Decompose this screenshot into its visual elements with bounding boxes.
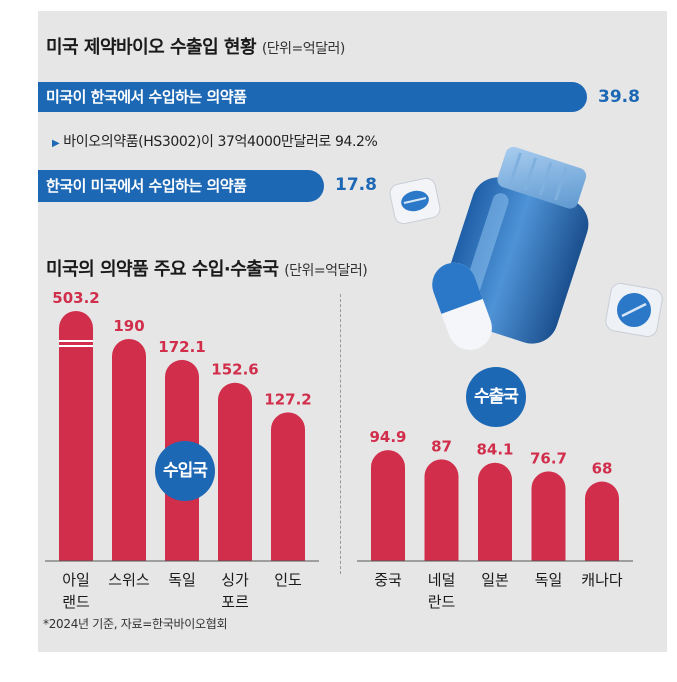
category-label-import-0-0: 아일 — [62, 571, 90, 589]
main-title: 미국 제약바이오 수출입 현황 (단위=억달러) — [46, 33, 345, 59]
tablet-left-icon — [389, 177, 441, 225]
section-title-text: 미국의 의약품 주요 수입·수출국 — [46, 259, 279, 280]
chart-divider — [340, 294, 341, 574]
value-label-export-0: 94.9 — [369, 428, 406, 446]
import-from-korea-label: 미국이 한국에서 수입하는 의약품 — [46, 88, 247, 106]
category-label-import-1-0: 스위스 — [108, 571, 150, 589]
category-label-export-0-0: 중국 — [374, 571, 402, 589]
export-countries-badge: 수출국 — [466, 367, 526, 427]
bar-export-0 — [371, 450, 405, 561]
value-label-export-1: 87 — [431, 437, 452, 455]
category-label-export-2-0: 일본 — [481, 571, 509, 589]
export-to-korea-bar: 한국이 미국에서 수입하는 의약품 — [38, 170, 324, 202]
infographic-panel: 미국 제약바이오 수출입 현황 (단위=억달러) 미국이 한국에서 수입하는 의… — [38, 11, 667, 652]
value-label-import-4: 127.2 — [264, 390, 311, 408]
main-title-text: 미국 제약바이오 수출입 현황 — [46, 37, 257, 58]
category-label-export-1-0: 네덜 — [428, 571, 456, 589]
category-label-export-1-1: 란드 — [428, 593, 456, 611]
source-note: *2024년 기준, 자료=한국바이오협회 — [43, 617, 228, 631]
bio-note-text: 바이오의약품(HS3002)이 37억4000만달러로 94.2% — [63, 134, 378, 150]
section-title-unit: (단위=억달러) — [284, 263, 368, 279]
category-label-import-3-1: 포르 — [221, 593, 249, 611]
export-to-korea-label: 한국이 미국에서 수입하는 의약품 — [46, 177, 247, 195]
value-label-import-3: 152.6 — [211, 361, 258, 379]
value-label-export-4: 68 — [592, 460, 613, 478]
category-label-export-3-0: 독일 — [535, 571, 563, 589]
import-countries-badge: 수입국 — [155, 441, 215, 501]
import-from-korea-bar: 미국이 한국에서 수입하는 의약품 — [38, 82, 587, 112]
value-label-export-3: 76.7 — [530, 449, 567, 467]
bar-export-4 — [585, 481, 619, 561]
bar-import-3 — [218, 382, 252, 561]
category-label-import-3-0: 싱가 — [221, 571, 249, 589]
bar-import-0 — [59, 311, 93, 561]
bar-export-2 — [478, 462, 512, 561]
bar-export-1 — [424, 459, 459, 561]
category-label-export-4-0: 캐나다 — [581, 571, 623, 589]
category-label-import-2-0: 독일 — [168, 571, 196, 589]
value-label-import-2: 172.1 — [158, 338, 205, 356]
value-label-export-2: 84.1 — [476, 441, 513, 459]
category-label-import-4-0: 인도 — [274, 571, 302, 589]
triangle-bullet-icon: ▶ — [52, 138, 60, 149]
capsule-icon — [432, 262, 492, 350]
value-label-import-1: 190 — [113, 317, 144, 335]
tablet-right-icon — [605, 282, 663, 338]
bar-import-4 — [271, 412, 305, 561]
export-to-korea-value: 17.8 — [335, 175, 377, 195]
main-title-unit: (단위=억달러) — [261, 41, 346, 57]
bar-export-3 — [531, 471, 566, 561]
import-from-korea-value: 39.8 — [598, 87, 640, 107]
bio-note: ▶ 바이오의약품(HS3002)이 37억4000만달러로 94.2% — [52, 131, 378, 151]
category-label-import-0-1: 랜드 — [62, 593, 90, 611]
section-title: 미국의 의약품 주요 수입·수출국 (단위=억달러) — [46, 255, 368, 281]
bar-import-1 — [112, 339, 146, 561]
value-label-import-0: 503.2 — [52, 289, 99, 307]
medicine-bottle-illustration — [389, 146, 663, 350]
